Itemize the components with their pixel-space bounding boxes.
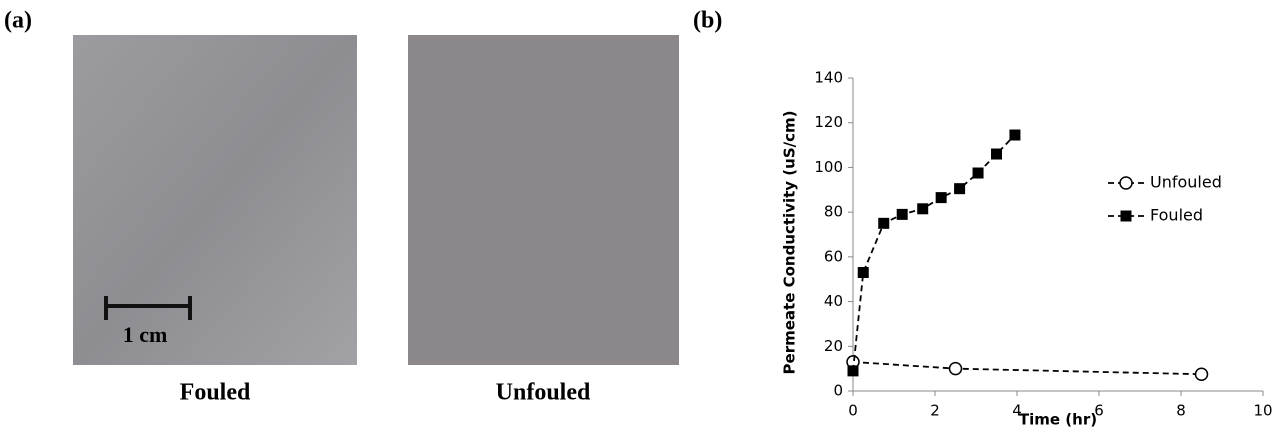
x-tick-label: 8 [1176, 402, 1186, 420]
y-tick-label: 0 [833, 382, 843, 400]
marker [950, 363, 962, 375]
unfouled-photo [408, 35, 679, 365]
figure: (a) (b) 1 cm Fouled Unfouled 02040608010… [0, 0, 1281, 437]
x-tick-label: 0 [848, 402, 858, 420]
image-caption: Fouled [180, 380, 251, 406]
y-tick-label: 40 [824, 292, 843, 310]
y-tick-label: 120 [814, 113, 843, 131]
marker [973, 168, 984, 179]
marker [991, 149, 1002, 160]
legend-marker [1121, 211, 1132, 222]
image-caption: Unfouled [496, 380, 591, 406]
y-tick-label: 60 [824, 247, 843, 265]
panel-label: (b) [693, 8, 722, 34]
legend-marker [1120, 177, 1132, 189]
marker [917, 203, 928, 214]
marker [1009, 130, 1020, 141]
marker [848, 365, 859, 376]
y-tick-label: 20 [824, 337, 843, 355]
x-tick-label: 2 [930, 402, 940, 420]
fouled-photo [73, 35, 357, 365]
marker [897, 209, 908, 220]
legend-label: Fouled [1150, 206, 1203, 225]
x-axis-label: Time (hr) [1019, 411, 1097, 429]
y-tick-label: 140 [814, 69, 843, 87]
y-tick-label: 80 [824, 203, 843, 221]
series-line [853, 362, 1202, 374]
y-axis-label: Permeate Conductivity (uS/cm) [781, 111, 799, 375]
marker [858, 267, 869, 278]
series-line [853, 135, 1015, 371]
legend-label: Unfouled [1150, 173, 1222, 192]
marker [1196, 368, 1208, 380]
x-tick-label: 10 [1253, 402, 1272, 420]
scale-bar-label: 1 cm [123, 322, 168, 347]
marker [954, 183, 965, 194]
y-tick-label: 100 [814, 158, 843, 176]
panel-label: (a) [4, 8, 32, 34]
marker [878, 218, 889, 229]
marker [936, 192, 947, 203]
